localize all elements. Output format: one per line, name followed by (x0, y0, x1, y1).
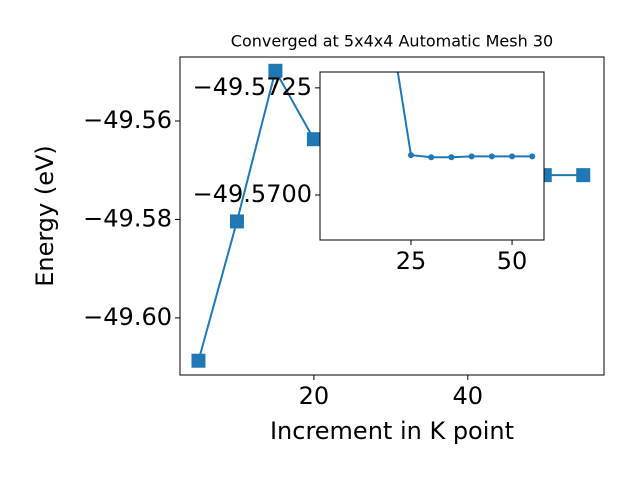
series-line (396, 72, 533, 159)
y-tick-label: −49.5700 (193, 180, 312, 208)
axes-frame (179, 56, 605, 376)
marker (407, 152, 414, 159)
x-axis-label: Increment in K point (270, 417, 514, 445)
x-tick-label: 40 (453, 382, 484, 410)
y-tick-label: −49.58 (83, 204, 172, 232)
axes-frame (319, 71, 545, 241)
marker (576, 168, 591, 183)
y-tick-label: −49.56 (83, 106, 172, 134)
plot-area (388, 25, 536, 161)
marker (306, 132, 321, 147)
y-axis-label: Energy (eV) (31, 145, 59, 287)
y-tick-label: −49.60 (83, 303, 172, 331)
marker (428, 154, 435, 161)
marker (448, 154, 455, 161)
y-tick-label: −49.5725 (193, 73, 312, 101)
x-tick-label: 25 (396, 247, 427, 275)
marker (529, 153, 536, 160)
marker (191, 353, 206, 368)
x-tick-label: 20 (299, 382, 330, 410)
marker (268, 63, 283, 78)
chart-title: Converged at 5x4x4 Automatic Mesh 30 (231, 32, 553, 51)
x-tick-label: 50 (497, 247, 528, 275)
marker (468, 153, 475, 160)
marker (229, 214, 244, 229)
marker (488, 153, 495, 160)
marker (509, 153, 516, 160)
marker (388, 25, 394, 31)
